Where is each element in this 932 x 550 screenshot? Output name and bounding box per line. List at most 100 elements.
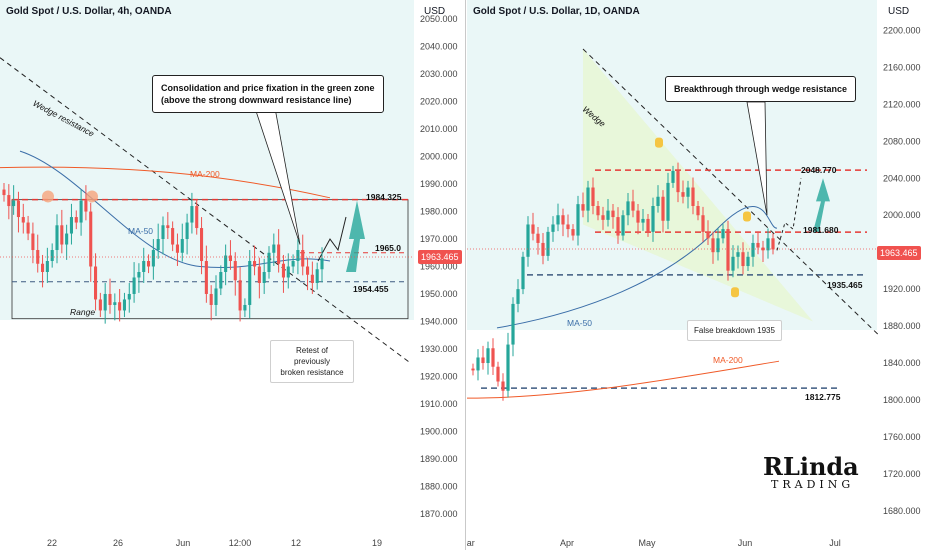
candle-body-16 bbox=[551, 224, 555, 232]
candle-body-8 bbox=[41, 263, 45, 272]
right-ma50-label: MA-50 bbox=[567, 318, 593, 328]
candle-body-46 bbox=[224, 255, 228, 272]
candle-body-11 bbox=[55, 225, 59, 251]
candle-body-27 bbox=[132, 277, 136, 294]
forecast-path bbox=[317, 216, 347, 262]
candle-body-9 bbox=[516, 289, 520, 304]
y-tick-label-3: 2080.000 bbox=[883, 136, 921, 146]
ma50-line bbox=[496, 205, 778, 329]
ma200-line bbox=[467, 360, 780, 399]
candle-body-14 bbox=[69, 217, 73, 234]
x-tick-label-1: 26 bbox=[113, 538, 123, 548]
candle-body-52 bbox=[253, 261, 257, 267]
y-tick-label-2: 2120.000 bbox=[883, 99, 921, 109]
candle-body-52 bbox=[731, 256, 735, 271]
candle-body-53 bbox=[736, 252, 740, 257]
y-tick-label-14: 1910.000 bbox=[420, 399, 458, 409]
candle-body-31 bbox=[626, 201, 630, 216]
candle-body-33 bbox=[636, 210, 640, 223]
candle-body-62 bbox=[301, 250, 305, 267]
forecast-arrow bbox=[346, 200, 365, 272]
candle-body-37 bbox=[180, 239, 184, 253]
candle-body-31 bbox=[151, 250, 155, 267]
y-tick-label-12: 1720.000 bbox=[883, 469, 921, 479]
candle-body-57 bbox=[756, 242, 760, 248]
y-tick-label-5: 2000.000 bbox=[420, 152, 458, 162]
right-ma200-label: MA-200 bbox=[713, 355, 743, 365]
y-tick-label-8: 1880.000 bbox=[883, 321, 921, 331]
candle-body-45 bbox=[696, 205, 700, 216]
y-tick-label-12: 1930.000 bbox=[420, 344, 458, 354]
candle-body-39 bbox=[190, 206, 194, 223]
forecast-arrow bbox=[813, 178, 830, 232]
wedge-resistance-line bbox=[582, 48, 880, 336]
y-tick-label-1: 2040.000 bbox=[420, 42, 458, 52]
candle-body-61 bbox=[296, 250, 300, 262]
candle-body-23 bbox=[586, 187, 590, 211]
plot-background-lower bbox=[467, 330, 877, 533]
y-tick-label-10: 1950.000 bbox=[420, 289, 458, 299]
brand-logo-trading: TRADING bbox=[771, 478, 855, 491]
candle-body-25 bbox=[596, 205, 600, 216]
candle-body-24 bbox=[591, 187, 595, 206]
left-level-1954: 1954.455 bbox=[353, 284, 389, 294]
marker-top bbox=[655, 137, 663, 148]
y-tick-label-2: 2030.000 bbox=[420, 69, 458, 79]
left-chart-panel[interactable]: 2050.000 2040.000 2030.000 2020.000 2010.000… bbox=[0, 0, 466, 550]
right-last-price-tag: 1963.465 bbox=[877, 246, 921, 260]
candle-body-48 bbox=[711, 238, 715, 253]
y-tick-label-8: 1970.000 bbox=[420, 234, 458, 244]
candle-body-18 bbox=[89, 211, 93, 267]
candle-body-56 bbox=[272, 244, 276, 253]
right-level-1981: 1981.680 bbox=[803, 225, 839, 235]
candle-body-23 bbox=[113, 302, 117, 305]
candle-body-6 bbox=[31, 233, 35, 251]
candle-body-26 bbox=[127, 293, 131, 300]
right-annotation-note: Breakthrough through wedge resistance bbox=[665, 76, 857, 102]
candle-body-5 bbox=[26, 222, 30, 234]
candle-body-17 bbox=[556, 215, 560, 225]
x-tick-label-3: Jun bbox=[738, 538, 753, 548]
candle-body-59 bbox=[286, 266, 290, 278]
y-tick-label-5: 2000.000 bbox=[883, 210, 921, 220]
candle-body-53 bbox=[257, 266, 261, 283]
candle-body-49 bbox=[716, 238, 720, 253]
x-tick-label-0: 22 bbox=[47, 538, 57, 548]
candle-body-29 bbox=[616, 217, 620, 236]
candle-body-10 bbox=[50, 250, 54, 262]
candle-body-28 bbox=[611, 210, 615, 218]
candle-body-15 bbox=[74, 217, 78, 223]
candle-body-47 bbox=[228, 255, 232, 262]
right-level-1812: 1812.775 bbox=[805, 392, 841, 402]
candle-body-57 bbox=[277, 244, 281, 264]
left-annotation-note: Consolidation and price fixation in the … bbox=[152, 75, 384, 113]
x-tick-label-3: 12:00 bbox=[229, 538, 252, 548]
y-tick-label-7: 1920.000 bbox=[883, 284, 921, 294]
left-chart-title: Gold Spot / U.S. Dollar, 4h, OANDA bbox=[6, 6, 172, 17]
candle-body-55 bbox=[267, 252, 271, 272]
right-chart-panel[interactable]: 2200.000 2160.000 2120.000 2080.000 2040.000… bbox=[467, 0, 932, 550]
y-tick-label-13: 1920.000 bbox=[420, 371, 458, 381]
candle-body-4 bbox=[491, 348, 495, 367]
candle-body-38 bbox=[185, 222, 189, 240]
y-tick-label-11: 1940.000 bbox=[420, 316, 458, 326]
candle-body-46 bbox=[701, 215, 705, 232]
candle-body-49 bbox=[238, 280, 242, 311]
candle-body-13 bbox=[536, 233, 540, 243]
candle-body-32 bbox=[631, 201, 635, 211]
candle-body-51 bbox=[726, 229, 730, 271]
candle-body-7 bbox=[506, 344, 510, 391]
candle-body-17 bbox=[84, 200, 88, 212]
x-tick-label-4: Jul bbox=[829, 538, 841, 548]
y-tick-label-9: 1960.000 bbox=[420, 262, 458, 272]
candle-body-7 bbox=[36, 250, 40, 264]
left-level-1984: 1984.325 bbox=[366, 192, 402, 202]
candle-body-55 bbox=[746, 256, 750, 267]
left-level-1965: 1965.0 bbox=[375, 243, 401, 253]
candle-body-19 bbox=[566, 224, 570, 230]
range-box bbox=[11, 199, 409, 320]
candle-body-41 bbox=[676, 170, 680, 193]
candle-body-20 bbox=[98, 299, 102, 311]
y-tick-label-13: 1680.000 bbox=[883, 506, 921, 516]
candle-body-0 bbox=[2, 189, 6, 196]
